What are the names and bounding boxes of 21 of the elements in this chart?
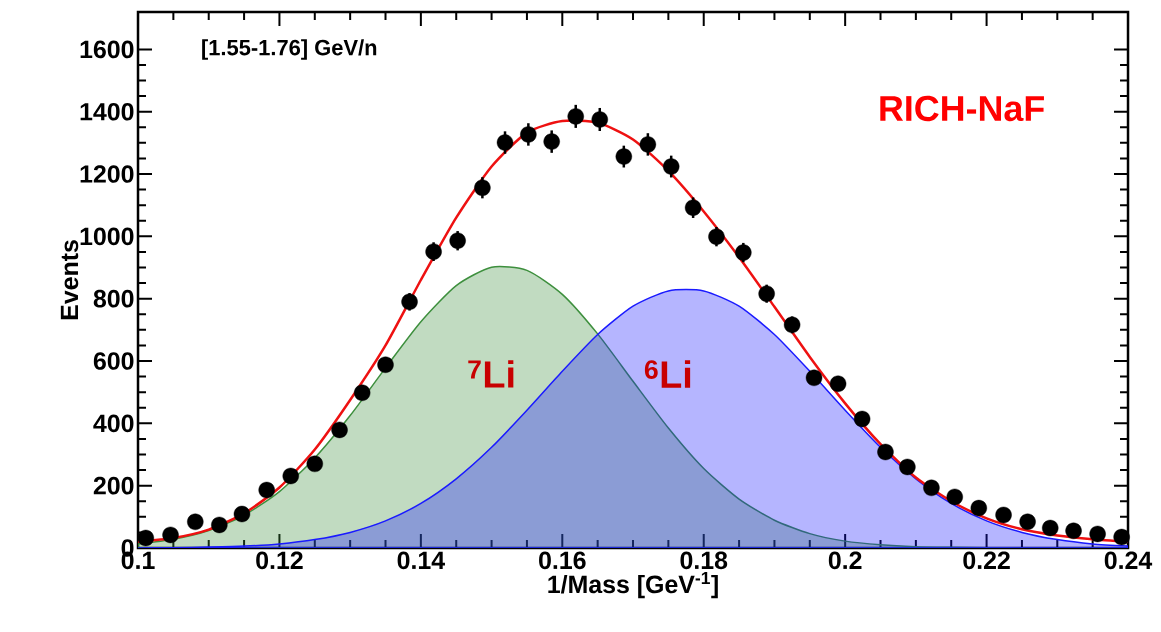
y-tick-label: 400 — [93, 414, 134, 433]
y-tick-label: 1400 — [80, 102, 134, 121]
y-tick-label: 1600 — [80, 40, 134, 59]
y-tick-label: 800 — [93, 289, 134, 308]
x-axis-title: 1/Mass [GeV$^{-1}$] — [548, 571, 718, 599]
x-tick-label: 0.16 — [539, 551, 586, 570]
series-label: $^{6}$Li — [644, 360, 691, 388]
y-tick-label: 1200 — [80, 165, 134, 183]
x-tick-label: 0.24 — [1104, 551, 1153, 570]
x-tick-label: 0.12 — [256, 551, 303, 570]
annotation: [1.55-1.76] GeV/n — [202, 39, 377, 60]
y-axis-title: Events — [60, 240, 79, 320]
x-tick-label: 0.14 — [397, 551, 445, 570]
legend-label: $^{7}$Li — [468, 360, 514, 388]
x-tick-label: 0.2 — [828, 551, 862, 570]
y-tick-label: 600 — [93, 352, 134, 370]
y-tick-label: 1000 — [80, 227, 134, 246]
annotation: RICH-NaF — [880, 95, 1044, 122]
y-tick-label: 200 — [93, 476, 134, 495]
x-tick-label: 0.22 — [963, 551, 1010, 570]
x-tick-label: 0.18 — [680, 551, 728, 570]
